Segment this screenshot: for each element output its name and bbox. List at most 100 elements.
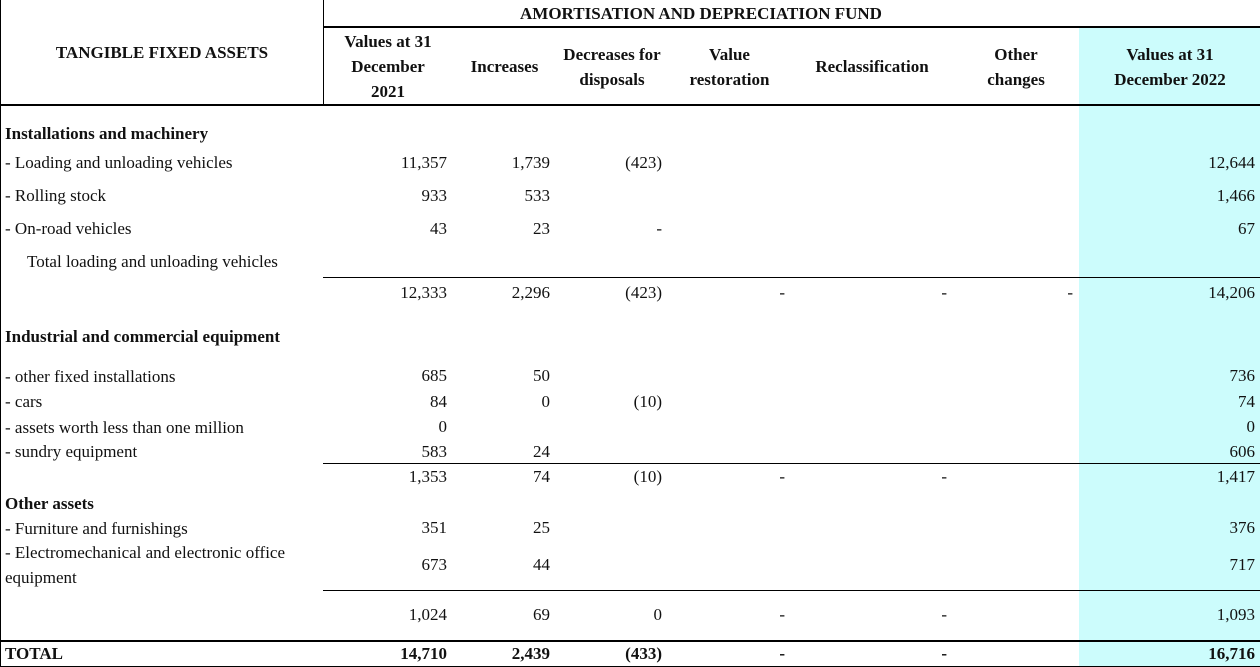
cell: 2,296 bbox=[511, 283, 550, 302]
column-header: Value restoration bbox=[689, 44, 770, 89]
cell: (433) bbox=[625, 643, 662, 663]
item-label: - sundry equipment bbox=[5, 442, 138, 461]
cell: 1,417 bbox=[1216, 466, 1255, 486]
rule bbox=[323, 0, 324, 105]
total-row: TOTAL 14,710 2,439 (433) - - 16,716 bbox=[1, 640, 1260, 666]
cell: 14,206 bbox=[1208, 283, 1255, 302]
cell: (423) bbox=[625, 152, 662, 172]
item-label: - Loading and unloading vehicles bbox=[5, 153, 233, 172]
cell: 717 bbox=[1229, 555, 1256, 574]
section-title: Installations and machinery bbox=[1, 120, 1260, 146]
item-row: - cars 84 0 (10) 74 bbox=[1, 389, 1260, 414]
cell: 606 bbox=[1229, 441, 1256, 461]
rule bbox=[323, 463, 1260, 464]
item-row: - Loading and unloading vehicles 11,357 1,… bbox=[1, 146, 1260, 179]
cell: 673 bbox=[421, 555, 448, 574]
cell: - bbox=[779, 643, 785, 663]
cell: 0 bbox=[438, 417, 448, 436]
cell: 50 bbox=[533, 366, 550, 385]
cell: 1,093 bbox=[1216, 605, 1255, 624]
cell: 74 bbox=[1238, 391, 1255, 411]
column-header: Values at 31 December 2022 bbox=[1114, 44, 1226, 89]
highlight-column bbox=[1079, 26, 1260, 666]
rule bbox=[1, 640, 1260, 642]
column-header: Increases bbox=[470, 57, 539, 76]
item-row: - Furniture and furnishings 351 25 376 bbox=[1, 516, 1260, 540]
cell: 376 bbox=[1229, 518, 1256, 537]
cell: 84 bbox=[430, 391, 447, 411]
cell: (10) bbox=[633, 391, 662, 411]
row-header: TANGIBLE FIXED ASSETS bbox=[55, 42, 269, 62]
section-title: Industrial and commercial equipment bbox=[5, 326, 281, 346]
subtotal-row: 12,333 2,296 (423) - - - 14,206 bbox=[1, 277, 1260, 309]
cell: 351 bbox=[421, 518, 448, 537]
group-title: AMORTISATION AND DEPRECIATION FUND bbox=[520, 3, 882, 23]
total-label: TOTAL bbox=[5, 644, 63, 663]
item-label: - Furniture and furnishings bbox=[5, 518, 188, 538]
rule bbox=[323, 277, 1260, 278]
item-label: - Electromechanical and electronic offic… bbox=[5, 543, 286, 587]
subtotal-row: 1,353 74 (10) - - 1,417 bbox=[1, 463, 1260, 490]
item-row: - Rolling stock 933 533 1,466 bbox=[1, 179, 1260, 212]
item-row: - sundry equipment 583 24 606 bbox=[1, 440, 1260, 463]
section-title: Other assets bbox=[5, 493, 94, 513]
item-row: - On-road vehicles 43 23 - 67 bbox=[1, 212, 1260, 245]
cell: 533 bbox=[524, 185, 551, 205]
item-label: - Rolling stock bbox=[5, 186, 107, 205]
item-row: - Electromechanical and electronic offic… bbox=[1, 540, 1260, 590]
rule bbox=[323, 26, 1260, 28]
section-title: Installations and machinery bbox=[5, 123, 209, 143]
column-header: Reclassification bbox=[815, 57, 929, 76]
cell: 736 bbox=[1229, 366, 1256, 385]
cell: 16,716 bbox=[1208, 643, 1255, 663]
cell: 12,644 bbox=[1208, 152, 1255, 172]
section-title: Industrial and commercial equipment bbox=[1, 309, 1260, 363]
cell: 12,333 bbox=[400, 283, 447, 302]
cell: - bbox=[941, 605, 947, 624]
total-label: Total loading and unloading vehicles bbox=[27, 251, 278, 271]
cell: 0 bbox=[541, 391, 551, 411]
cell: 43 bbox=[430, 218, 447, 238]
item-label: - assets worth less than one million bbox=[5, 417, 244, 437]
cell: 74 bbox=[533, 466, 550, 486]
cell: 1,466 bbox=[1216, 185, 1255, 205]
column-header: Other changes bbox=[987, 44, 1045, 89]
cell: - bbox=[779, 466, 785, 486]
item-label: - On-road vehicles bbox=[5, 219, 132, 238]
cell: 69 bbox=[533, 605, 550, 624]
cell: 1,739 bbox=[511, 152, 550, 172]
rule bbox=[323, 590, 1260, 591]
cell: 933 bbox=[421, 185, 448, 205]
column-header: Decreases for disposals bbox=[563, 44, 661, 89]
cell: - bbox=[656, 218, 662, 238]
cell: 25 bbox=[533, 518, 550, 537]
cell: - bbox=[941, 466, 947, 486]
cell: 2,439 bbox=[511, 643, 550, 663]
cell: 583 bbox=[421, 441, 448, 461]
cell: - bbox=[1067, 283, 1073, 302]
cell: 0 bbox=[653, 605, 663, 624]
cell: - bbox=[941, 283, 947, 302]
item-label: - other fixed installations bbox=[5, 366, 176, 386]
item-label: - cars bbox=[5, 392, 43, 411]
cell: (10) bbox=[633, 466, 662, 486]
cell: 11,357 bbox=[400, 152, 447, 172]
cell: 44 bbox=[533, 555, 550, 574]
cell: 67 bbox=[1238, 218, 1255, 238]
cell: 1,353 bbox=[408, 466, 447, 486]
cell: 24 bbox=[533, 441, 550, 461]
cell: 23 bbox=[533, 218, 550, 238]
item-row: - other fixed installations 685 50 736 bbox=[1, 363, 1260, 389]
cell: (423) bbox=[625, 283, 662, 302]
cell: - bbox=[941, 643, 947, 663]
column-header: Values at 31 December 2021 bbox=[344, 32, 432, 101]
subtotal-row: 1,024 69 0 - - 1,093 bbox=[1, 590, 1260, 640]
cell: 1,024 bbox=[408, 605, 447, 624]
item-row: - assets worth less than one million 0 0 bbox=[1, 414, 1260, 440]
cell: 14,710 bbox=[400, 643, 447, 663]
cell: - bbox=[779, 605, 785, 624]
cell: 0 bbox=[1246, 417, 1256, 436]
total-label-row: Total loading and unloading vehicles bbox=[1, 245, 1260, 277]
cell: 685 bbox=[421, 366, 448, 385]
